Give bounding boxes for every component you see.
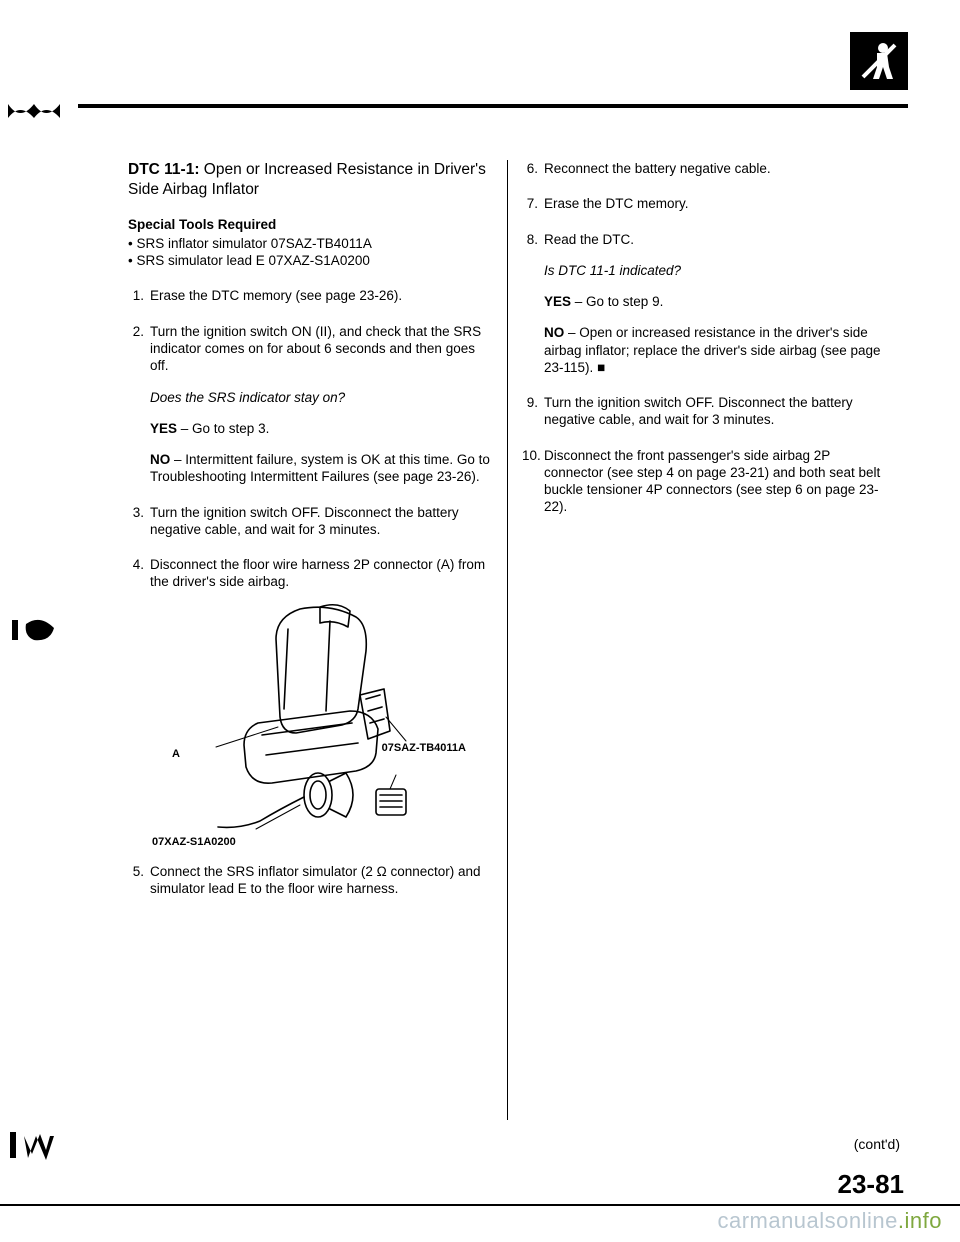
dtc-code: DTC 11-1: — [128, 161, 200, 178]
tool-item: • SRS inflator simulator 07SAZ-TB4011A — [128, 235, 493, 252]
watermark-dot: . — [898, 1208, 905, 1233]
left-column: DTC 11-1: Open or Increased Resistance i… — [128, 160, 503, 1120]
seatbelt-warning-icon — [857, 39, 901, 83]
watermark-end: info — [905, 1208, 942, 1233]
header-rule — [78, 104, 908, 108]
step-question: Is DTC 11-1 indicated? — [544, 262, 887, 279]
diagram-label-tool1: 07SAZ-TB4011A — [382, 741, 466, 755]
margin-mark — [6, 618, 64, 656]
contd-label: (cont'd) — [854, 1136, 900, 1152]
step-body: Erase the DTC memory (see page 23-26). — [150, 287, 493, 304]
step-no: NO – Open or increased resistance in the… — [544, 324, 887, 376]
rest: Intermittent failure, system is OK at th… — [150, 452, 490, 484]
step: 2. Turn the ignition switch ON (II), and… — [128, 323, 493, 486]
step: 10. Disconnect the front passenger's sid… — [522, 447, 887, 516]
dtc-title: DTC 11-1: Open or Increased Resistance i… — [128, 160, 493, 200]
step-no: NO – Intermittent failure, system is OK … — [150, 451, 493, 486]
step: 7. Erase the DTC memory. — [522, 195, 887, 212]
step-text: Turn the ignition switch OFF. Disconnect… — [150, 505, 459, 537]
step-text: Connect the SRS inflator simulator (2 Ω … — [150, 864, 481, 896]
step: 5. Connect the SRS inflator simulator (2… — [128, 863, 493, 898]
seat-diagram: A 07SAZ-TB4011A 07XAZ-S1A0200 — [150, 603, 470, 853]
dash: – — [564, 325, 579, 340]
rest: Go to step 3. — [192, 421, 269, 436]
step-body: Erase the DTC memory. — [544, 195, 887, 212]
step-question: Does the SRS indicator stay on? — [150, 389, 493, 406]
dash: – — [177, 421, 192, 436]
step-num: 3. — [128, 504, 150, 539]
step-num: 10. — [522, 447, 544, 516]
diagram-label-a: A — [172, 747, 180, 761]
lead: NO — [544, 325, 564, 340]
step-body: Reconnect the battery negative cable. — [544, 160, 887, 177]
step-text: Disconnect the floor wire harness 2P con… — [150, 557, 485, 589]
seat-illustration — [180, 599, 460, 839]
step-body: Read the DTC. Is DTC 11-1 indicated? YES… — [544, 231, 887, 377]
step: 6. Reconnect the battery negative cable. — [522, 160, 887, 177]
step-num: 9. — [522, 394, 544, 429]
step: 3. Turn the ignition switch OFF. Disconn… — [128, 504, 493, 539]
step: 4. Disconnect the floor wire harness 2P … — [128, 556, 493, 853]
lead: YES — [544, 294, 571, 309]
step-num: 7. — [522, 195, 544, 212]
step-body: Disconnect the front passenger's side ai… — [544, 447, 887, 516]
step-text: Read the DTC. — [544, 232, 634, 247]
step-yes: YES – Go to step 3. — [150, 420, 493, 437]
step-num: 5. — [128, 863, 150, 898]
right-column: 6. Reconnect the battery negative cable.… — [512, 160, 887, 1120]
watermark-text: carmanualsonline — [717, 1208, 897, 1233]
srs-section-icon — [850, 32, 908, 90]
tools-heading: Special Tools Required — [128, 216, 493, 233]
margin-mark — [6, 1130, 64, 1172]
lead: NO — [150, 452, 170, 467]
step-text: Erase the DTC memory (see page 23-26). — [150, 288, 402, 303]
step: 8. Read the DTC. Is DTC 11-1 indicated? … — [522, 231, 887, 377]
watermark: carmanualsonline.info — [717, 1208, 942, 1234]
step-body: Connect the SRS inflator simulator (2 Ω … — [150, 863, 493, 898]
step-body: Disconnect the floor wire harness 2P con… — [150, 556, 493, 853]
step-yes: YES – Go to step 9. — [544, 293, 887, 310]
column-divider — [507, 160, 508, 1120]
rest: Open or increased resistance in the driv… — [544, 325, 881, 375]
diagram-label-tool2: 07XAZ-S1A0200 — [152, 835, 236, 849]
step-text: Turn the ignition switch ON (II), and ch… — [150, 324, 481, 374]
margin-mark — [6, 100, 64, 139]
step-num: 8. — [522, 231, 544, 377]
page-content: DTC 11-1: Open or Increased Resistance i… — [128, 160, 908, 1120]
lead: YES — [150, 421, 177, 436]
step-body: Turn the ignition switch OFF. Disconnect… — [544, 394, 887, 429]
dash: – — [170, 452, 185, 467]
rest: Go to step 9. — [586, 294, 663, 309]
tool-item: • SRS simulator lead E 07XAZ-S1A0200 — [128, 252, 493, 269]
step: 9. Turn the ignition switch OFF. Disconn… — [522, 394, 887, 429]
dash: – — [571, 294, 586, 309]
step-num: 2. — [128, 323, 150, 486]
page-number: 23-81 — [838, 1169, 905, 1200]
step-num: 4. — [128, 556, 150, 853]
step: 1. Erase the DTC memory (see page 23-26)… — [128, 287, 493, 304]
footer-rule — [0, 1204, 960, 1206]
step-body: Turn the ignition switch OFF. Disconnect… — [150, 504, 493, 539]
step-num: 1. — [128, 287, 150, 304]
step-body: Turn the ignition switch ON (II), and ch… — [150, 323, 493, 486]
step-num: 6. — [522, 160, 544, 177]
